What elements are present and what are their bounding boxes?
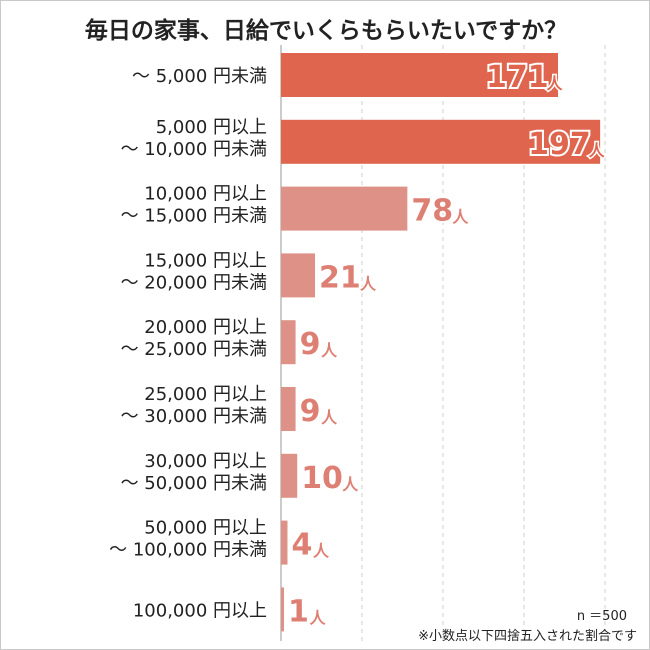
category-label: 100,000 円以上	[133, 600, 267, 621]
bar	[281, 387, 296, 431]
sample-size-note: n ＝500	[576, 609, 627, 624]
bar	[281, 520, 288, 565]
category-label: ～ 5,000 円未満	[132, 66, 267, 87]
data-label-unit: 人	[310, 608, 327, 627]
bar	[281, 587, 284, 632]
category-label: 25,000 円以上	[144, 384, 267, 405]
bar	[281, 53, 559, 97]
data-label: 78	[411, 194, 453, 229]
category-label: 30,000 円以上	[144, 451, 267, 472]
category-label: 50,000 円以上	[144, 518, 267, 539]
data-label: 1	[288, 594, 309, 629]
data-label-unit: 人	[321, 341, 338, 360]
data-label: 197	[528, 127, 591, 162]
data-label: 10	[301, 461, 343, 496]
category-label: ～ 25,000 円未満	[121, 339, 267, 360]
data-label-unit: 人	[589, 141, 606, 160]
bar	[281, 320, 296, 365]
bar	[281, 253, 316, 298]
category-label: 15,000 円以上	[144, 250, 267, 271]
category-label: ～ 15,000 円未満	[121, 206, 267, 227]
rounding-note: ※小数点以下四捨五入された割合です	[418, 629, 637, 644]
chart-title: 毎日の家事、日給でいくらもらいたいですか？	[84, 18, 568, 44]
category-label: 10,000 円以上	[144, 184, 267, 205]
data-label-unit: 人	[547, 74, 564, 93]
category-label: ～ 30,000 円未満	[121, 406, 267, 427]
data-label: 9	[300, 394, 321, 429]
bar	[281, 119, 601, 164]
bar	[281, 186, 408, 231]
category-label: ～ 20,000 円未満	[121, 272, 267, 293]
data-label: 4	[291, 528, 312, 563]
data-label-unit: 人	[452, 208, 469, 227]
data-label: 171	[486, 60, 549, 95]
data-label-unit: 人	[342, 475, 359, 494]
category-label: ～ 10,000 円未満	[121, 139, 267, 160]
category-label: ～ 100,000 円未満	[109, 540, 267, 561]
data-label-unit: 人	[321, 408, 338, 427]
data-label-unit: 人	[360, 274, 377, 293]
bar	[281, 453, 298, 498]
category-label: ～ 50,000 円未満	[121, 473, 267, 494]
category-label: 20,000 円以上	[144, 317, 267, 338]
data-label-unit: 人	[313, 542, 330, 561]
data-label: 9	[300, 327, 321, 362]
category-label: 5,000 円以上	[156, 117, 267, 138]
data-label: 21	[319, 260, 361, 295]
